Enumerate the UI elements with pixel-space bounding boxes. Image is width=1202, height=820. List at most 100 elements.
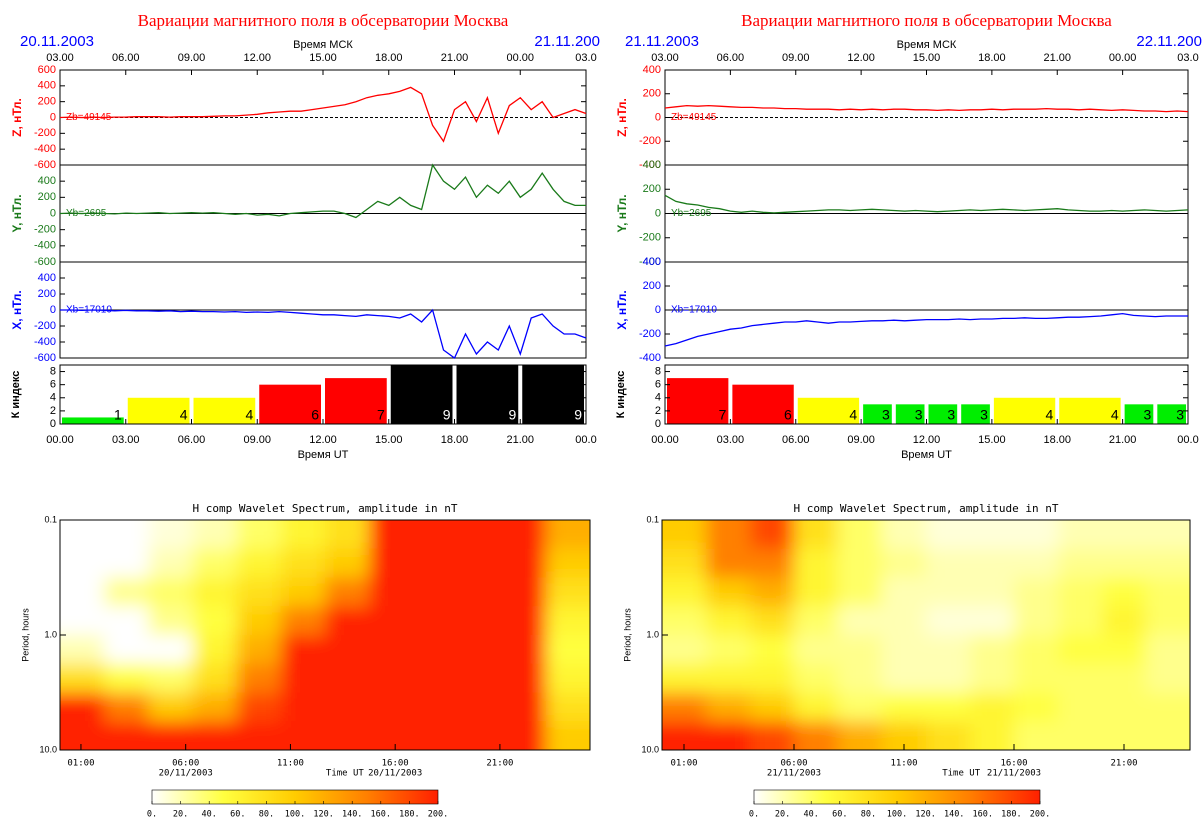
heatmap-cell [662, 663, 707, 693]
heatmap-cell [280, 721, 326, 750]
heatmap-cell [970, 692, 1015, 722]
y-tick-label: -400 [34, 240, 56, 252]
heatmap-cell [369, 635, 414, 665]
heatmap-cell [662, 520, 707, 550]
heatmap-cell [413, 692, 458, 722]
colorbar-tick-label: 80. [259, 810, 274, 820]
chart-title: H comp Wavelet Spectrum, amplitude in nT [794, 502, 1059, 515]
heatmap-cell [413, 577, 458, 607]
heatmap-cell [838, 635, 883, 665]
y-axis-label: Y, нТл. [615, 194, 629, 232]
y-tick-label: 400 [643, 159, 661, 171]
y-tick-label: 600 [38, 64, 56, 76]
k-bar [732, 384, 794, 424]
heatmap-cell [192, 692, 238, 722]
k-value-label: 9 [443, 407, 451, 423]
heatmap-cell [794, 692, 839, 722]
heatmap-cell [457, 721, 503, 750]
y-tick-label: -200 [639, 135, 661, 147]
heatmap-cell [794, 606, 839, 636]
y-tick-label: 0 [655, 418, 661, 430]
k-value-label: 6 [311, 407, 319, 423]
heatmap-cell [60, 635, 105, 665]
k-bar [1157, 404, 1186, 424]
y-tick-label: -600 [34, 159, 56, 171]
k-bar [961, 404, 990, 424]
y-tick-label: -200 [34, 127, 56, 139]
heatmap-cell [545, 721, 590, 750]
x-axis-label: Time UT [942, 769, 981, 779]
heatmap-cell [501, 577, 547, 607]
colorbar-tick-label: 60. [832, 810, 847, 820]
x-tick-date: 20/11/2003 [368, 769, 422, 779]
k-bar [390, 365, 453, 424]
heatmap-cell [1146, 721, 1190, 750]
top-x-tick-label: 18.00 [978, 52, 1006, 64]
heatmap-cell [882, 692, 927, 722]
y-tick-label: 200 [38, 191, 56, 203]
heatmap-cell [104, 606, 149, 636]
baseline-label: Yb=2695 [671, 208, 712, 219]
k-value-label: 4 [245, 407, 253, 423]
y-tick-label: 0 [50, 207, 56, 219]
heatmap-cell [926, 635, 971, 665]
x-axis-label: Время UT [901, 449, 952, 461]
heatmap-cell [794, 635, 839, 665]
k-bar [127, 397, 190, 424]
k-value-label: 4 [849, 407, 857, 423]
x-tick-label: 11:00 [890, 759, 917, 769]
y-tick-label: -200 [639, 328, 661, 340]
x-tick-label: 16:00 [1000, 759, 1027, 769]
heatmap-cell [457, 692, 503, 722]
heatmap-cell [794, 721, 839, 750]
heatmap-cell [60, 692, 105, 722]
heatmap-cell [236, 663, 282, 693]
top-x-tick-label: 03.00 [651, 52, 679, 64]
heatmap-cell [545, 635, 590, 665]
x-tick-label: 12.00 [309, 434, 337, 446]
heatmap-cell [60, 520, 105, 550]
heatmap-cell [148, 548, 193, 578]
heatmap-clip [662, 520, 1190, 750]
k-bar [259, 384, 321, 424]
heatmap-cell [60, 663, 105, 693]
colorbar-tick-label: 40. [804, 810, 819, 820]
heatmap-cell [236, 520, 282, 550]
y-tick-label: -400 [639, 352, 661, 364]
heatmap-cell [60, 721, 105, 750]
heatmap-cell [1146, 635, 1190, 665]
heatmap-cell [750, 635, 795, 665]
heatmap-cell [325, 692, 370, 722]
heatmap-cell [794, 520, 839, 550]
k-value-label: 1 [114, 407, 122, 423]
heatmap-cell [192, 635, 238, 665]
y-tick-label: -400 [639, 159, 661, 171]
heatmap-cell [1146, 577, 1190, 607]
heatmap-cell [926, 606, 971, 636]
y-tick-label: 0 [50, 418, 56, 430]
k-bar [667, 378, 729, 424]
heatmap-cell [325, 663, 370, 693]
heatmap-cell [794, 663, 839, 693]
x-tick-label: 06:00 [172, 759, 199, 769]
y-tick-label: 2 [655, 405, 661, 417]
heatmap-cell [838, 663, 883, 693]
k-bar [456, 365, 519, 424]
heatmap-cell [104, 663, 149, 693]
y-tick-label: 6 [655, 379, 661, 391]
series-line [664, 312, 1188, 347]
top-x-tick-label: 03.0 [575, 52, 596, 64]
x-tick-label: 09.00 [243, 434, 271, 446]
k-bar [325, 378, 387, 424]
y-tick-label: -200 [639, 232, 661, 244]
y-tick-label: 200 [643, 88, 661, 100]
k-bar [928, 404, 958, 424]
heatmap-cell [882, 663, 927, 693]
heatmap-cell [413, 721, 458, 750]
k-bar [895, 404, 925, 424]
heatmap-cell [750, 577, 795, 607]
heatmap-cell [501, 548, 547, 578]
heatmap-cell [1058, 520, 1103, 550]
k-value-label: 3 [1176, 407, 1184, 423]
